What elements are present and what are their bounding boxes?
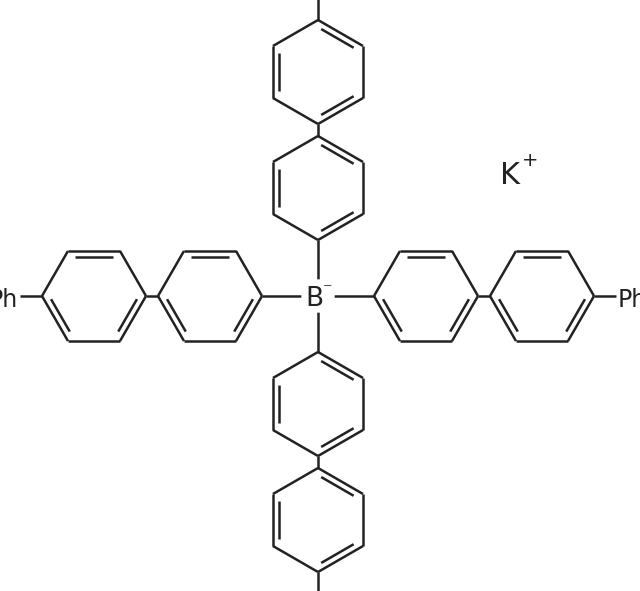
Text: ⁻: ⁻ <box>323 281 333 299</box>
Text: Ph: Ph <box>618 288 640 312</box>
Text: K: K <box>500 161 520 190</box>
Text: Ph: Ph <box>0 288 18 312</box>
Text: +: + <box>522 151 538 170</box>
Text: B: B <box>305 286 323 312</box>
Circle shape <box>302 280 334 312</box>
